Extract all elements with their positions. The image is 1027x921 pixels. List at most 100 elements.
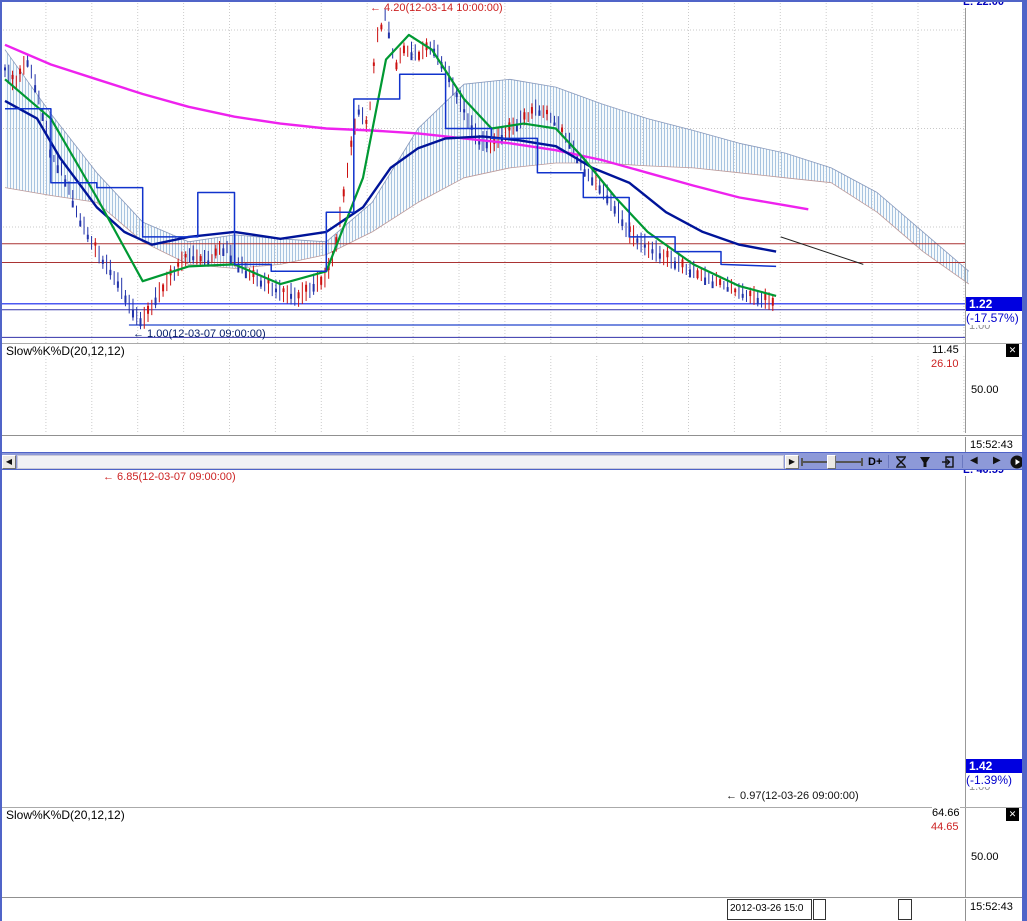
- clock-top: 15:52:43: [965, 437, 1027, 452]
- candle-body: [365, 119, 368, 124]
- candle-body: [583, 169, 586, 177]
- candle-body: [771, 298, 774, 306]
- candle-body: [455, 93, 458, 98]
- crosshair-marker-box: [898, 899, 912, 920]
- candle-body: [448, 76, 451, 83]
- window-border-right[interactable]: [1022, 0, 1027, 921]
- top-price-plot[interactable]: [0, 0, 1027, 343]
- close-stoch-panel-button[interactable]: ✕: [1006, 344, 1019, 357]
- candle-body: [184, 253, 187, 258]
- chart-toolbar: ◀ ▶ D+ ◀ ▶: [0, 452, 1027, 470]
- stoch-k-value: 11.45: [932, 344, 959, 356]
- candle-body: [290, 293, 293, 299]
- stoch-mid-label: 50.00: [971, 851, 999, 863]
- zoom-level-label: D+: [868, 456, 883, 468]
- candle-body: [139, 318, 142, 327]
- top-x-axis: 15:52:43: [0, 435, 1027, 452]
- candle-body: [147, 305, 150, 314]
- candle-body: [613, 206, 616, 214]
- candle-body: [282, 288, 285, 293]
- candle-body: [372, 62, 375, 66]
- ma-navy-line: [4, 99, 777, 253]
- zoom-slider-handle[interactable]: [827, 455, 836, 469]
- candle-body: [538, 110, 541, 116]
- close-stoch-panel-button[interactable]: ✕: [1006, 808, 1019, 821]
- candle-body: [395, 62, 398, 70]
- candle-body: [493, 136, 496, 144]
- ma-magenta-line: [4, 43, 809, 211]
- candle-body: [636, 238, 639, 243]
- candle-body: [410, 52, 413, 61]
- candle-body: [297, 292, 300, 299]
- crosshair-marker-box: [813, 899, 826, 920]
- ichimoku-cloud-bullish: [5, 49, 969, 285]
- candle-body: [749, 290, 752, 297]
- toolbar-separator: [962, 455, 963, 468]
- candle-body: [19, 68, 22, 75]
- prev-button[interactable]: ◀: [970, 455, 978, 466]
- high-annotation: ← 4.20(12-03-14 10:00:00): [370, 2, 503, 14]
- candle-body: [26, 60, 29, 67]
- prev-icon: ◀: [970, 455, 978, 466]
- candle-body: [485, 141, 488, 149]
- candle-body: [109, 269, 112, 276]
- close-icon: ✕: [1008, 809, 1017, 819]
- candle-body: [463, 109, 466, 113]
- candle-body: [259, 280, 262, 287]
- horizontal-scrollbar[interactable]: [17, 455, 784, 469]
- top-stochastic-plot[interactable]: [0, 356, 1027, 432]
- candle-body: [696, 270, 699, 279]
- candle-body: [681, 259, 684, 268]
- stoch-d-value: 26.10: [931, 358, 959, 370]
- fit-chart-icon[interactable]: [894, 455, 908, 469]
- toolbar-separator: [888, 455, 889, 468]
- trend-thin-line: [780, 236, 864, 265]
- current-price-box: 1.22: [966, 297, 1023, 311]
- candle-body: [177, 261, 180, 267]
- change-percent-label: (-1.39%): [966, 773, 1013, 787]
- candle-body: [673, 261, 676, 269]
- candle-body: [643, 244, 646, 248]
- bottom-chart-section: ← 6.85(12-03-07 09:00:00) ← 0.97(12-03-2…: [0, 470, 1027, 921]
- axis-divider: [965, 0, 966, 433]
- panel-divider: [0, 343, 1027, 344]
- goto-window-icon[interactable]: [941, 455, 955, 469]
- candle-body: [726, 287, 729, 292]
- candle-body: [719, 279, 722, 285]
- scroll-left-button[interactable]: ◀: [2, 455, 16, 469]
- crosshair-date-tooltip: 2012-03-26 15:0: [727, 899, 812, 920]
- bottom-price-plot[interactable]: [0, 470, 1027, 807]
- stochastic-title: Slow%K%D(20,12,12): [6, 344, 125, 358]
- candle-body: [244, 270, 247, 279]
- candle-body: [312, 283, 315, 292]
- candle-body: [418, 51, 421, 60]
- candle-body: [704, 277, 707, 285]
- candle-body: [402, 45, 405, 54]
- high-annotation: ← 6.85(12-03-07 09:00:00): [103, 471, 236, 483]
- candle-body: [335, 237, 338, 245]
- candle-body: [561, 127, 564, 132]
- last-value-label: L: 22.00: [963, 0, 1004, 8]
- play-icon[interactable]: [1010, 455, 1024, 469]
- candle-body: [741, 293, 744, 298]
- candle-body: [207, 260, 210, 267]
- candle-body: [357, 109, 360, 115]
- candle-body: [86, 234, 89, 240]
- candle-body: [530, 107, 533, 114]
- candle-body: [621, 219, 624, 227]
- next-button[interactable]: ▶: [993, 455, 1001, 466]
- lagging-step-line: [5, 73, 777, 273]
- bottom-stochastic-plot[interactable]: [0, 820, 1027, 896]
- filter-icon[interactable]: [918, 455, 932, 469]
- candle-body: [154, 297, 157, 306]
- close-icon: ✕: [1008, 345, 1017, 355]
- candle-body: [71, 200, 74, 208]
- scroll-right-icon: ▶: [788, 457, 796, 466]
- candle-body: [606, 195, 609, 204]
- candle-body: [124, 295, 127, 303]
- candle-body: [214, 248, 217, 256]
- candle-body: [101, 259, 104, 264]
- scroll-right-button[interactable]: ▶: [785, 455, 799, 469]
- candle-body: [515, 123, 518, 132]
